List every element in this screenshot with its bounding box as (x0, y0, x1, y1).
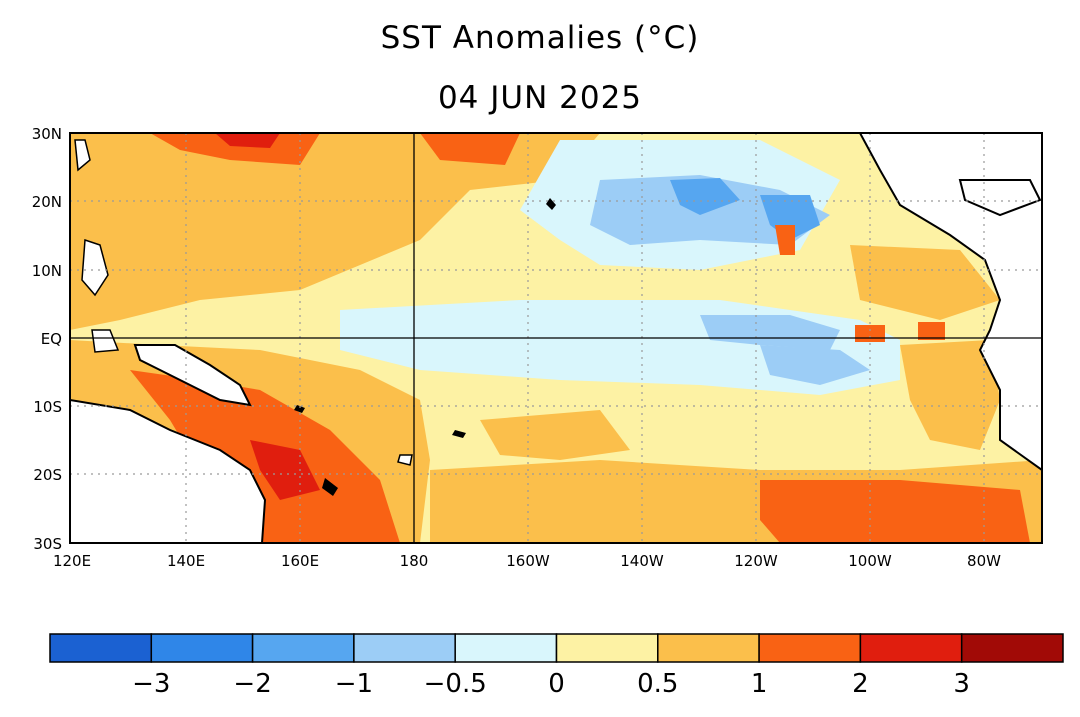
lon-label: 180 (400, 552, 429, 570)
map-date: 04 JUN 2025 (437, 80, 643, 116)
lat-label: 10S (33, 398, 62, 416)
map-title: SST Anomalies (°C) (380, 20, 700, 56)
colorbar (49, 633, 1064, 663)
lon-label: 80W (967, 552, 1001, 570)
colorbar-bin (859, 633, 963, 663)
lon-label: 160W (506, 552, 550, 570)
lat-label: 20S (33, 466, 62, 484)
lon-label: 140W (620, 552, 664, 570)
lon-label: 140E (167, 552, 205, 570)
lon-label: 120W (734, 552, 778, 570)
lon-label: 100W (848, 552, 892, 570)
lat-label: 20N (32, 193, 62, 211)
colorbar-bin (150, 633, 254, 663)
colorbar-tick-label: 2 (852, 669, 869, 699)
land-masses (70, 133, 1042, 543)
colorbar-bin (657, 633, 760, 663)
lat-label: 30S (33, 535, 62, 553)
map-frame (69, 132, 1043, 544)
colorbar-tick-label: 0 (548, 669, 565, 699)
colorbar-tick-label: −1 (335, 669, 373, 699)
colorbar-bin (251, 633, 355, 663)
colorbar-tick-label: −3 (132, 669, 170, 699)
lon-label: 120E (53, 552, 91, 570)
colorbar-tick-label: 0.5 (637, 669, 678, 699)
colorbar-bin (353, 633, 456, 663)
colorbar-bin (758, 633, 862, 663)
colorbar-tick-label: 3 (953, 669, 970, 699)
lon-label: 160E (281, 552, 319, 570)
colorbar-bin (555, 633, 659, 663)
colorbar-bin (454, 633, 558, 663)
lat-label: EQ (41, 330, 62, 348)
colorbar-tick-label: −0.5 (424, 669, 487, 699)
colorbar-bin (49, 633, 153, 663)
lat-label: 10N (32, 262, 62, 280)
colorbar-tick-label: 1 (751, 669, 768, 699)
colorbar-bin (960, 633, 1064, 663)
lat-label: 30N (32, 125, 62, 143)
longitude-labels: 120E 140E 160E 180 160W 140W 120W 100W 8… (53, 552, 1001, 570)
colorbar-tick-labels: −3 −2 −1 −0.5 0 0.5 1 2 3 (132, 669, 970, 699)
latitude-labels: 30N 20N 10N EQ 10S 20S 30S (32, 125, 62, 553)
colorbar-tick-label: −2 (233, 669, 271, 699)
